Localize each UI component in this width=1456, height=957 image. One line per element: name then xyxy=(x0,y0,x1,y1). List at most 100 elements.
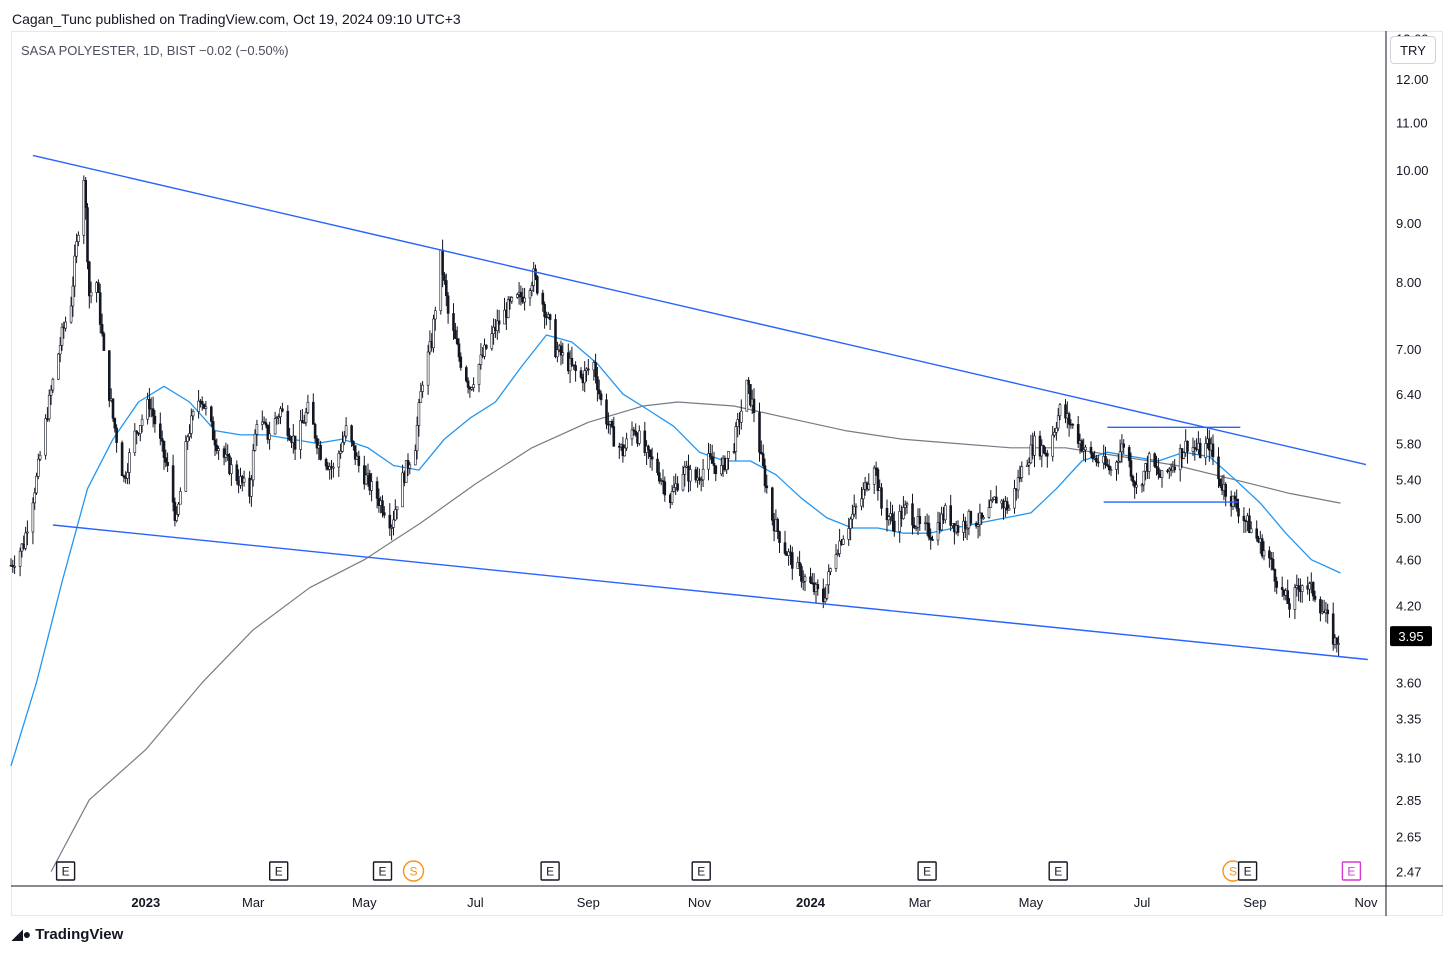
candle-body xyxy=(681,473,685,491)
candle xyxy=(108,350,111,408)
candle-body xyxy=(672,487,676,492)
earnings-event-marker[interactable]: E xyxy=(269,861,289,881)
candle-body xyxy=(1237,508,1240,517)
candle-body xyxy=(1182,452,1186,459)
candle-body xyxy=(44,418,47,456)
earnings-event-marker[interactable]: E xyxy=(1237,861,1258,881)
symbol-legend[interactable]: SASA POLYESTER, 1D, BIST −0.02 (−0.50%) xyxy=(21,43,289,58)
candle xyxy=(262,416,266,424)
split-event-marker[interactable]: S xyxy=(402,860,425,882)
candle xyxy=(1007,504,1011,511)
event-marker-label: E xyxy=(62,865,70,879)
candle-body xyxy=(1286,590,1289,604)
candle xyxy=(1248,508,1251,534)
candle-body xyxy=(495,320,499,331)
candle-body xyxy=(1326,609,1329,615)
candle-body xyxy=(381,500,384,513)
currency-button[interactable]: TRY xyxy=(1390,36,1436,64)
candle-body xyxy=(663,481,667,496)
candle xyxy=(1219,478,1222,489)
earnings-event-marker[interactable]: E xyxy=(372,861,393,881)
candle xyxy=(1129,452,1133,481)
candle xyxy=(210,405,213,427)
earnings-event-marker[interactable]: E xyxy=(55,861,76,881)
candle-body xyxy=(927,523,931,538)
candle xyxy=(634,423,638,437)
candle-body xyxy=(441,249,444,275)
price-tick-label: 3.10 xyxy=(1396,751,1421,766)
candle xyxy=(120,440,124,477)
candle-body xyxy=(1064,404,1067,419)
candle-body xyxy=(1076,424,1080,444)
tradingview-logo[interactable]: ◢● TradingView xyxy=(12,926,123,943)
candle-body xyxy=(151,408,155,417)
candle xyxy=(421,381,424,398)
candle-body xyxy=(197,400,200,412)
earnings-event-marker[interactable]: E xyxy=(917,861,937,881)
candle xyxy=(714,465,718,482)
candle xyxy=(911,493,914,535)
candle xyxy=(1160,470,1164,488)
candle-body xyxy=(532,268,536,286)
candle-body xyxy=(763,465,767,487)
candle-body xyxy=(1120,443,1124,453)
candle xyxy=(362,455,366,490)
candle xyxy=(44,414,47,460)
candle xyxy=(701,459,705,487)
candle-body xyxy=(477,364,481,385)
candle-body xyxy=(250,479,253,497)
candle xyxy=(1262,541,1266,561)
candle xyxy=(530,281,534,297)
earnings-event-marker[interactable]: E xyxy=(540,861,560,881)
candle xyxy=(532,262,536,292)
earnings-event-marker[interactable]: E xyxy=(1341,861,1362,881)
candle xyxy=(46,407,49,422)
candle xyxy=(1235,489,1238,512)
candle-body xyxy=(861,488,865,500)
event-marker-box xyxy=(1341,861,1362,881)
earnings-event-marker[interactable]: E xyxy=(1048,861,1068,881)
candle-body xyxy=(698,477,701,481)
candle-body xyxy=(344,425,348,437)
candle-body xyxy=(1147,453,1151,472)
candle-body xyxy=(483,344,486,357)
candle-body xyxy=(100,324,104,334)
candle-body xyxy=(299,420,302,450)
candle xyxy=(382,506,386,519)
candle xyxy=(872,465,876,494)
candle-body xyxy=(497,320,501,325)
time-tick-label: Jul xyxy=(467,895,484,910)
earnings-event-marker[interactable]: E xyxy=(691,861,711,881)
candle xyxy=(444,273,448,307)
candle-body xyxy=(454,330,457,339)
candle xyxy=(226,444,229,461)
candle-body xyxy=(676,483,679,491)
candle-body xyxy=(1160,470,1164,478)
candle-body xyxy=(89,292,93,297)
candle xyxy=(829,567,832,576)
candle-body xyxy=(688,469,692,482)
candle-body xyxy=(714,465,718,475)
candle xyxy=(783,530,787,556)
candle xyxy=(903,500,907,516)
candle xyxy=(991,497,994,503)
candle-body xyxy=(46,418,49,420)
candle xyxy=(541,289,545,312)
candle-body xyxy=(1005,501,1009,511)
candle xyxy=(825,584,829,601)
candle-body xyxy=(701,468,705,481)
candle-body xyxy=(126,472,129,479)
candle xyxy=(1005,497,1009,514)
candle xyxy=(902,496,905,520)
candle xyxy=(375,476,379,509)
candle-body xyxy=(393,509,397,521)
candle xyxy=(989,490,993,508)
candle-body xyxy=(120,442,124,477)
candle-body xyxy=(188,433,191,438)
time-tick-label: Sep xyxy=(577,895,600,910)
candle-body xyxy=(353,445,357,460)
candle xyxy=(605,393,608,430)
candle-body xyxy=(350,425,353,442)
candle xyxy=(1288,598,1291,618)
